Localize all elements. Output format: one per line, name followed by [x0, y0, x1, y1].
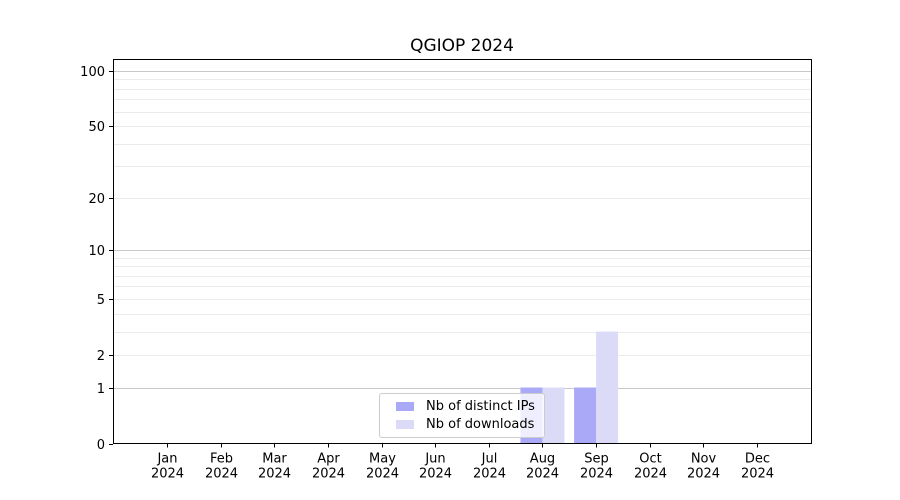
- x-tick-label-month: Jun: [424, 452, 445, 467]
- x-tick-label-month: May: [369, 452, 396, 467]
- x-tick-label-year: 2024: [687, 467, 720, 482]
- y-tick-label: 20: [88, 192, 105, 207]
- x-tick-label-year: 2024: [741, 467, 774, 482]
- x-tick-label-month: Jan: [156, 452, 177, 467]
- x-tick-label-year: 2024: [473, 467, 506, 482]
- y-tick-label: 1: [97, 382, 105, 397]
- legend-label-distinct-ips: Nb of distinct IPs: [426, 398, 535, 414]
- bar-downloads: [596, 331, 619, 444]
- legend-label-downloads: Nb of downloads: [426, 417, 535, 433]
- x-tick-label-month: Aug: [530, 452, 555, 467]
- legend-item-downloads: Nb of downloads: [396, 416, 538, 435]
- legend: Nb of distinct IPs Nb of downloads: [379, 393, 545, 438]
- y-tick-label: 10: [88, 244, 105, 259]
- x-tick-label-year: 2024: [205, 467, 238, 482]
- x-tick-label-month: Sep: [584, 452, 609, 467]
- x-tick-label-month: Mar: [262, 452, 287, 467]
- y-tick-label: 50: [88, 120, 105, 135]
- y-tick-label: 2: [97, 349, 105, 364]
- x-tick-label-year: 2024: [634, 467, 667, 482]
- y-tick-label: 100: [80, 65, 105, 80]
- x-tick-label-year: 2024: [526, 467, 559, 482]
- y-tick-label: 5: [97, 293, 105, 308]
- x-tick-label-month: Nov: [691, 452, 717, 467]
- bar-distinct-ips: [574, 387, 597, 444]
- x-tick-label-year: 2024: [419, 467, 452, 482]
- x-tick-label-year: 2024: [312, 467, 345, 482]
- x-tick-label-year: 2024: [580, 467, 613, 482]
- legend-swatch-downloads-icon: [396, 420, 414, 430]
- x-tick-label-year: 2024: [258, 467, 291, 482]
- x-tick-label-month: Dec: [745, 452, 770, 467]
- legend-item-distinct-ips: Nb of distinct IPs: [396, 397, 538, 416]
- chart-title: QGIOP 2024: [410, 36, 514, 56]
- x-tick-label-month: Feb: [210, 452, 233, 467]
- x-tick-label-year: 2024: [366, 467, 399, 482]
- legend-swatch-distinct-ips-icon: [396, 401, 414, 411]
- y-tick-label: 0: [97, 438, 105, 453]
- x-tick-label-year: 2024: [151, 467, 184, 482]
- bar-downloads: [542, 387, 565, 444]
- x-tick-label-month: Oct: [639, 452, 661, 467]
- x-tick-label-month: Jul: [481, 452, 498, 467]
- axis-frame: [113, 59, 812, 444]
- x-tick-label-month: Apr: [317, 452, 340, 467]
